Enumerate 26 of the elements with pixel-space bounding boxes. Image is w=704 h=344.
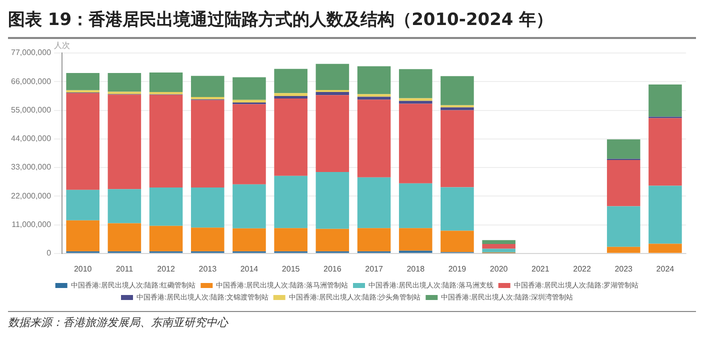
y-tick-label: 22,000,000 (10, 191, 52, 200)
x-tick-label: 2015 (282, 264, 300, 274)
x-tick-label: 2014 (240, 264, 259, 274)
y-tick-label: 33,000,000 (10, 162, 52, 172)
chart-title: 图表 19：香港居民出境通过陆路方式的人数及结构（2010-2024 年） (8, 8, 696, 39)
y-tick-label: 44,000,000 (10, 134, 52, 144)
x-tick-label: 2011 (116, 264, 134, 274)
y-tick-label: 77,000,000 (10, 48, 52, 58)
x-tick-label: 2022 (573, 264, 592, 274)
x-tick-label: 2019 (448, 264, 467, 274)
x-tick-label: 2023 (614, 264, 634, 274)
source-note: 数据来源：香港旅游发展局、东南亚研究中心 (8, 311, 696, 330)
x-tick-label: 2016 (324, 264, 342, 274)
x-tick-label: 2017 (365, 264, 384, 274)
x-tick-label: 2024 (656, 264, 675, 274)
x-tick-label: 2020 (490, 264, 508, 274)
y-tick-label: 0 (46, 248, 52, 258)
y-tick-label: 11,000,000 (12, 220, 52, 229)
x-tick-label: 2010 (74, 264, 92, 274)
y-tick-label: 55,000,000 (10, 105, 52, 114)
y-tick-label: 66,000,000 (10, 76, 52, 86)
x-tick-label: 2013 (198, 264, 218, 274)
x-tick-label: 2012 (157, 264, 176, 274)
x-tick-label: 2021 (532, 264, 550, 274)
x-tick-label: 2018 (406, 264, 426, 274)
y-axis-title: 人次 (54, 41, 70, 50)
